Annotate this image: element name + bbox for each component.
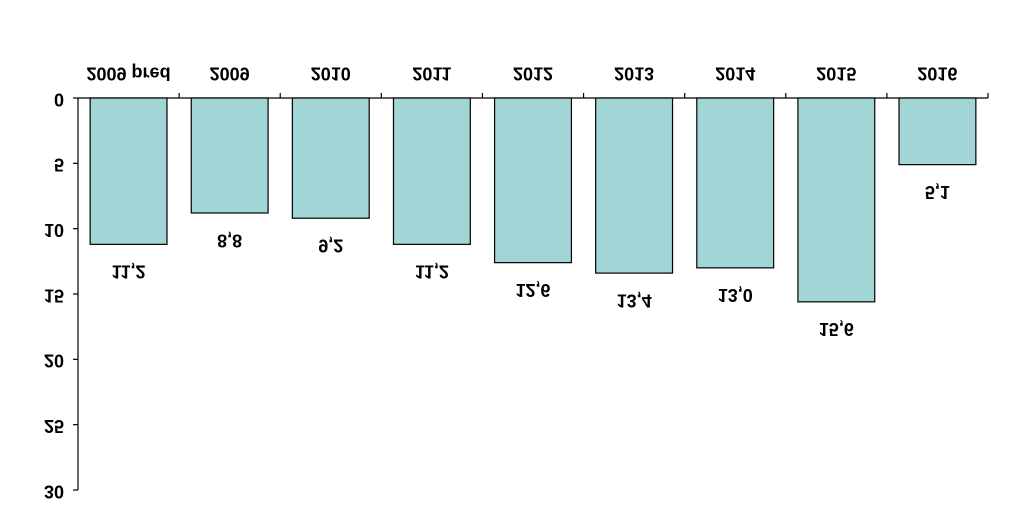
- bar: [291, 97, 370, 219]
- x-tick-label: 2015: [816, 63, 856, 83]
- value-label: 15,6: [819, 319, 854, 339]
- value-label: 13,0: [718, 285, 753, 305]
- y-tick-label: 25: [44, 416, 64, 436]
- y-tick-label: 10: [44, 220, 64, 240]
- y-tick-label: 30: [44, 481, 64, 501]
- value-label: 13,4: [617, 290, 652, 310]
- value-label: 9,2: [318, 235, 343, 255]
- x-tick-label: 2011: [412, 63, 451, 83]
- y-tick-label: 0: [54, 89, 64, 109]
- value-label: 11,2: [415, 262, 449, 282]
- x-tick-label: 2016: [917, 63, 957, 83]
- value-label: 11,2: [112, 262, 146, 282]
- x-tick-label: 2010: [311, 63, 351, 83]
- y-tick-label: 15: [44, 285, 64, 305]
- bar: [190, 97, 269, 214]
- x-tick-label: 2009: [210, 63, 250, 83]
- y-tick-label: 5: [54, 155, 64, 175]
- value-label: 5,1: [925, 182, 950, 202]
- x-tick-label: 2014: [715, 63, 755, 83]
- y-tick-label: 20: [44, 351, 64, 371]
- x-tick-label: 2012: [513, 63, 553, 83]
- bar: [797, 97, 876, 303]
- bar: [595, 97, 674, 274]
- bar: [898, 97, 977, 166]
- value-label: 12,6: [515, 280, 550, 300]
- value-label: 8,8: [217, 230, 242, 250]
- bar: [392, 97, 471, 245]
- bar: [89, 97, 168, 245]
- x-tick-label: 2009 pred: [87, 63, 171, 83]
- bar: [493, 97, 573, 264]
- x-tick-label: 2013: [614, 63, 654, 83]
- bar: [696, 97, 775, 269]
